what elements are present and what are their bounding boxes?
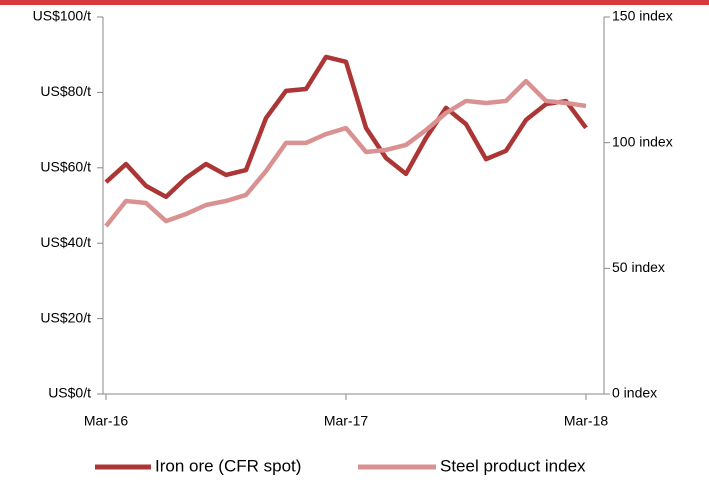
series-line xyxy=(104,78,587,228)
y-tick-label: US$20/t xyxy=(40,309,91,325)
legend-label: Iron ore (CFR spot) xyxy=(155,456,301,475)
x-tick-label: Mar-16 xyxy=(84,413,129,429)
legend-label: Steel product index xyxy=(440,456,586,475)
y-tick-label: US$40/t xyxy=(40,234,91,250)
y2-tick-label: 0 index xyxy=(612,385,657,401)
header-band xyxy=(0,0,709,5)
x-tick-label: Mar-18 xyxy=(564,413,609,429)
x-tick-label: Mar-17 xyxy=(324,413,369,429)
y2-tick-label: 100 index xyxy=(612,133,673,149)
series-line xyxy=(104,54,588,200)
y-tick-label: US$0/t xyxy=(48,385,91,401)
y2-tick-label: 150 index xyxy=(612,8,673,24)
y-tick-label: US$80/t xyxy=(40,83,91,99)
y-tick-label: US$60/t xyxy=(40,159,91,175)
y2-tick-label: 50 index xyxy=(612,259,665,275)
y-tick-label: US$100/t xyxy=(33,8,91,24)
